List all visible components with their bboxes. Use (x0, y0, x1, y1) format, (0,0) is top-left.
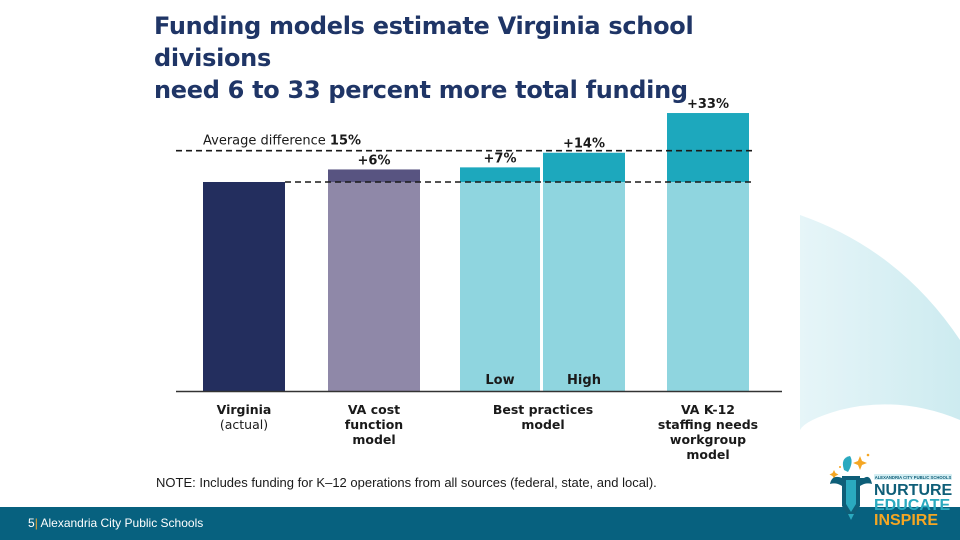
bar-increase (543, 152, 625, 182)
bar-base (543, 182, 625, 391)
category-label: workgroup (670, 432, 746, 447)
footer: 5| Alexandria City Public Schools (28, 516, 203, 530)
bar-value-label: +33% (687, 97, 729, 112)
bar-increase (460, 167, 540, 182)
footer-org-name: Alexandria City Public Schools (40, 516, 204, 530)
bar-base (667, 182, 749, 391)
footer-bar (0, 507, 960, 540)
bar-value-label: +7% (484, 151, 517, 166)
average-difference-value: 15% (330, 134, 361, 149)
category-label: model (521, 417, 564, 432)
slide-title: Funding models estimate Virginia school … (154, 10, 774, 106)
category-label: (actual) (220, 417, 268, 432)
bar-base (328, 182, 420, 391)
bar-base (203, 182, 285, 391)
chart-note: NOTE: Includes funding for K–12 operatio… (156, 475, 657, 490)
average-difference-text: Average difference (203, 134, 330, 149)
slide-title-line2: need 6 to 33 percent more total funding (154, 76, 688, 104)
category-label: model (686, 447, 729, 462)
bar-sub-label: Low (485, 373, 514, 388)
bar-sub-label: High (567, 373, 601, 388)
category-label: model (352, 432, 395, 447)
bar-increase (328, 169, 420, 182)
category-label: function (345, 417, 403, 432)
category-label: Virginia (217, 402, 272, 417)
average-difference-label: Average difference 15% (203, 134, 361, 149)
pencil-plant-icon (830, 456, 872, 520)
footer-divider: | (34, 516, 38, 530)
logo-nurture-text: NURTURE (874, 482, 953, 499)
logo-org-text: ALEXANDRIA CITY PUBLIC SCHOOLS (875, 475, 952, 480)
bar-increase (667, 113, 749, 182)
bar-value-label: +6% (358, 153, 391, 168)
category-label: Best practices (493, 402, 593, 417)
category-label: staffing needs (658, 417, 758, 432)
sparkle-icon (829, 453, 870, 479)
bar-base (460, 182, 540, 391)
bar-value-label: +14% (563, 137, 605, 152)
category-label: VA cost (348, 402, 400, 417)
slide-title-line1: Funding models estimate Virginia school … (154, 12, 694, 72)
logo-educate-text: EDUCATE (874, 497, 950, 514)
logo-inspire-text: INSPIRE (874, 512, 938, 529)
category-label: VA K-12 (681, 402, 735, 417)
logo-org-banner (874, 474, 952, 480)
page-number: 5 (28, 516, 35, 530)
acps-logo: ALEXANDRIA CITY PUBLIC SCHOOLS NURTURE E… (829, 453, 953, 529)
